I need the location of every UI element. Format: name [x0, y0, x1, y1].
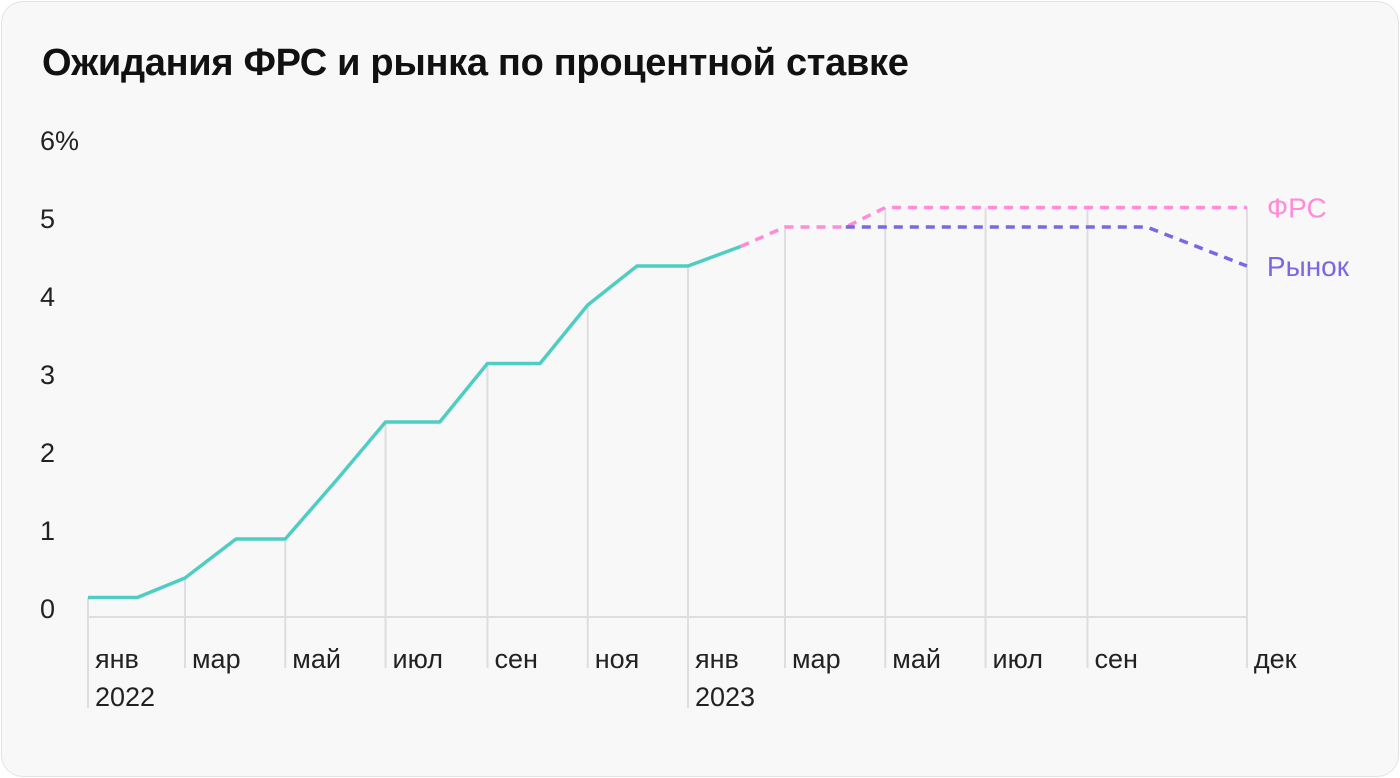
y-tick-label: 4 [40, 282, 55, 312]
x-tick-year: 2023 [695, 682, 755, 712]
x-tick-label: май [892, 644, 941, 674]
y-tick-label: 3 [40, 360, 55, 390]
legend-label-market: Рынок [1267, 251, 1350, 282]
series-line-actual [88, 244, 742, 600]
y-tick-label: 5 [40, 204, 55, 234]
y-tick-label: 6% [40, 126, 79, 156]
x-tick-label: янв [695, 644, 739, 674]
y-tick-label: 0 [40, 594, 55, 624]
legend-label-fed: ФРС [1267, 193, 1327, 224]
grid [87, 207, 1248, 708]
x-tick-label: янв [95, 644, 139, 674]
chart-title: Ожидания ФРС и рынка по процентной ставк… [42, 42, 909, 84]
x-tick-label: ноя [595, 644, 640, 674]
x-tick-year: 2022 [95, 682, 155, 712]
series-line-market [845, 225, 1248, 268]
x-tick-label: май [292, 644, 341, 674]
x-tick-label: сен [1094, 644, 1137, 674]
x-tick-label: дек [1254, 644, 1297, 674]
x-tick-label: сен [494, 644, 537, 674]
x-tick-label: мар [192, 644, 241, 674]
x-tick-label: мар [792, 644, 841, 674]
series-line-fed [739, 205, 1247, 249]
x-tick-label: июл [393, 644, 444, 674]
y-tick-label: 2 [40, 438, 55, 468]
x-tick-label: июл [993, 644, 1043, 674]
y-tick-label: 1 [40, 516, 55, 546]
